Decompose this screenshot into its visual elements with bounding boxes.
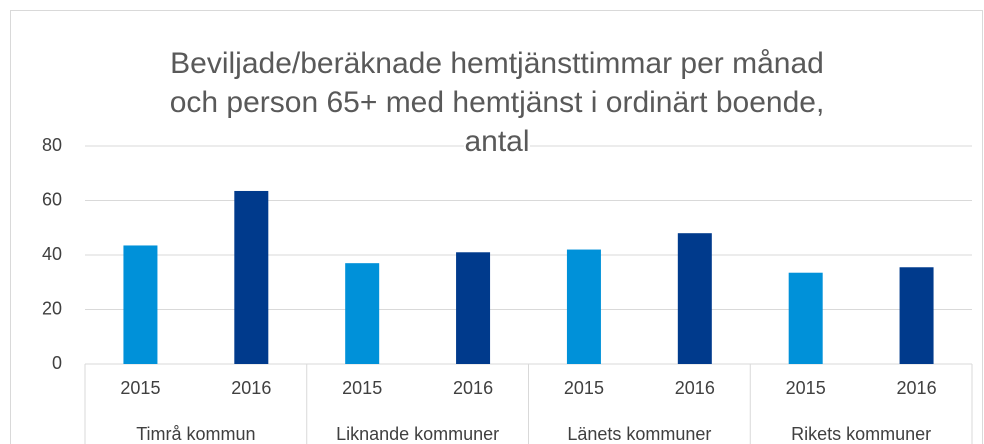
group-label: Timrå kommun xyxy=(136,424,255,444)
x-tick-label: 2016 xyxy=(453,378,493,398)
group-label: Länets kommuner xyxy=(567,424,711,444)
bar xyxy=(123,245,158,364)
x-tick-label: 2015 xyxy=(342,378,382,398)
y-tick-label: 80 xyxy=(42,135,62,155)
bar xyxy=(345,263,380,364)
bar xyxy=(788,272,823,364)
bar xyxy=(566,249,601,364)
x-tick-label: 2016 xyxy=(675,378,715,398)
x-tick-label: 2016 xyxy=(897,378,937,398)
chart-title-box: Beviljade/beräknade hemtjänsttimmar per … xyxy=(147,44,847,161)
x-tick-label: 2015 xyxy=(564,378,604,398)
x-tick-label: 2016 xyxy=(231,378,271,398)
bar xyxy=(677,233,712,364)
y-tick-label: 40 xyxy=(42,244,62,264)
y-tick-label: 60 xyxy=(42,189,62,209)
y-tick-label: 0 xyxy=(52,353,62,373)
bar xyxy=(456,252,491,364)
x-tick-label: 2015 xyxy=(786,378,826,398)
bar xyxy=(899,267,934,364)
chart-title: Beviljade/beräknade hemtjänsttimmar per … xyxy=(169,47,825,158)
y-tick-label: 20 xyxy=(42,298,62,318)
group-label: Rikets kommuner xyxy=(791,424,931,444)
bar xyxy=(234,190,269,364)
x-tick-label: 2015 xyxy=(120,378,160,398)
group-label: Liknande kommuner xyxy=(336,424,499,444)
chart-border xyxy=(10,10,983,444)
